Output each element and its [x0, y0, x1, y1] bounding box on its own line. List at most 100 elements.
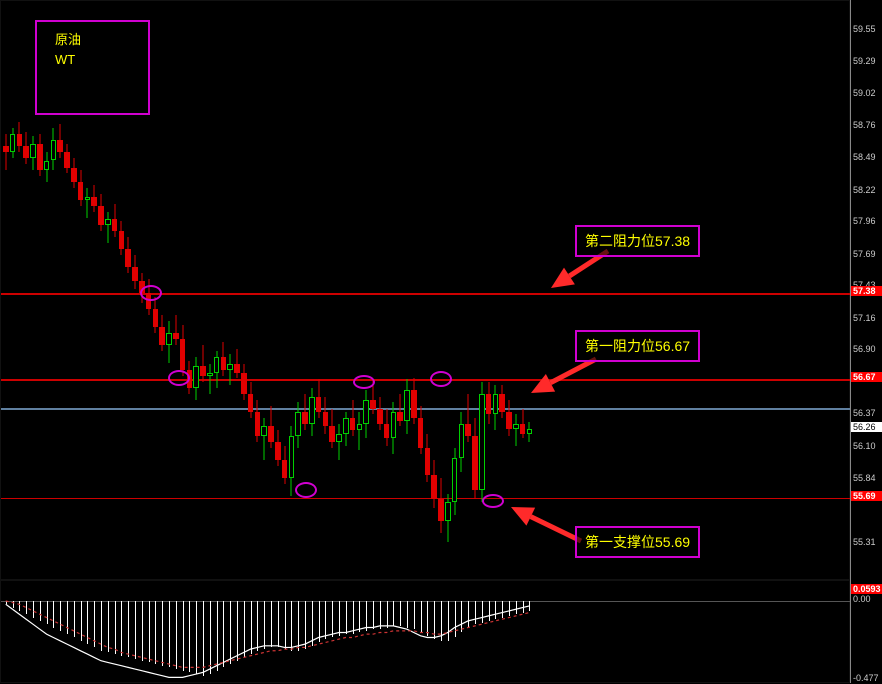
title-line1: 原油 — [55, 30, 130, 50]
candlestick — [350, 1, 356, 581]
candlestick — [3, 1, 9, 581]
candlestick — [180, 1, 186, 581]
histogram-bar — [346, 601, 347, 634]
candlestick — [323, 1, 329, 581]
candlestick — [241, 1, 247, 581]
histogram-bar — [468, 601, 469, 628]
candlestick — [10, 1, 16, 581]
histogram-bar — [251, 601, 252, 654]
histogram-bar — [482, 601, 483, 623]
candlestick — [227, 1, 233, 581]
y-tick: 58.49 — [851, 152, 882, 162]
y-tick: 56.90 — [851, 344, 882, 354]
candlestick — [221, 1, 227, 581]
title-line2: WT — [55, 50, 130, 70]
histogram-bar — [475, 601, 476, 624]
histogram-bar — [210, 601, 211, 674]
y-tick-highlight: 56.67 — [851, 372, 882, 382]
highlight-circle — [353, 375, 375, 389]
candlestick — [343, 1, 349, 581]
y-tick: 59.55 — [851, 24, 882, 34]
histogram-bar — [523, 601, 524, 613]
histogram-bar — [529, 601, 530, 611]
histogram-bar — [427, 601, 428, 636]
histogram-bar — [319, 601, 320, 643]
histogram-bar — [40, 601, 41, 621]
histogram-bar — [162, 601, 163, 666]
histogram-bar — [257, 601, 258, 651]
histogram-bar — [237, 601, 238, 661]
histogram-bar — [19, 601, 20, 611]
indicator-area[interactable] — [0, 580, 850, 683]
candlestick — [268, 1, 274, 581]
histogram-bar — [414, 601, 415, 629]
candlestick — [411, 1, 417, 581]
annotation-label: 第一支撑位55.69 — [575, 526, 700, 558]
histogram-bar — [121, 601, 122, 656]
histogram-bar — [502, 601, 503, 618]
candlestick — [173, 1, 179, 581]
histogram-bar — [271, 601, 272, 648]
histogram-bar — [142, 601, 143, 661]
histogram-bar — [74, 601, 75, 638]
histogram-bar — [169, 601, 170, 667]
histogram-bar — [441, 601, 442, 641]
candlestick — [506, 1, 512, 581]
histogram-bar — [155, 601, 156, 664]
candlestick — [370, 1, 376, 581]
histogram-bar — [101, 601, 102, 651]
candlestick — [527, 1, 533, 581]
y-tick: 57.69 — [851, 249, 882, 259]
candlestick — [282, 1, 288, 581]
histogram-bar — [189, 601, 190, 672]
histogram-bar — [108, 601, 109, 653]
candlestick — [248, 1, 254, 581]
annotation-label: 第二阻力位57.38 — [575, 225, 700, 257]
candlestick — [445, 1, 451, 581]
histogram-bar — [67, 601, 68, 634]
histogram-bar — [387, 601, 388, 628]
histogram-bar — [400, 601, 401, 626]
y-tick: 58.76 — [851, 120, 882, 130]
candlestick — [17, 1, 23, 581]
y-tick: 56.37 — [851, 408, 882, 418]
histogram-bar — [26, 601, 27, 614]
indicator-y-tick: 0.00 — [851, 594, 882, 604]
histogram-bar — [87, 601, 88, 644]
histogram-bar — [115, 601, 116, 654]
histogram-bar — [94, 601, 95, 648]
y-tick: 55.84 — [851, 473, 882, 483]
histogram-bar — [461, 601, 462, 633]
candlestick — [200, 1, 206, 581]
y-tick: 58.22 — [851, 185, 882, 195]
histogram-bar — [325, 601, 326, 639]
chart-title-box: 原油 WT — [35, 20, 150, 115]
histogram-bar — [393, 601, 394, 626]
candlestick — [431, 1, 437, 581]
candlestick — [261, 1, 267, 581]
histogram-bar — [285, 601, 286, 649]
histogram-bar — [128, 601, 129, 657]
histogram-bar — [516, 601, 517, 614]
histogram-bar — [421, 601, 422, 633]
histogram-bar — [223, 601, 224, 667]
indicator-y-tick: 0.0593 — [851, 584, 882, 594]
candlestick — [214, 1, 220, 581]
candlestick — [452, 1, 458, 581]
histogram-bar — [230, 601, 231, 664]
histogram-bar — [448, 601, 449, 641]
candlestick — [275, 1, 281, 581]
histogram-bar — [149, 601, 150, 662]
y-tick: 59.29 — [851, 56, 882, 66]
candlestick — [234, 1, 240, 581]
candlestick — [255, 1, 261, 581]
candlestick — [384, 1, 390, 581]
candlestick — [289, 1, 295, 581]
histogram-bar — [339, 601, 340, 636]
y-tick: 57.96 — [851, 216, 882, 226]
histogram-bar — [489, 601, 490, 621]
candlestick — [357, 1, 363, 581]
candlestick — [316, 1, 322, 581]
histogram-bar — [217, 601, 218, 671]
histogram-bar — [509, 601, 510, 616]
